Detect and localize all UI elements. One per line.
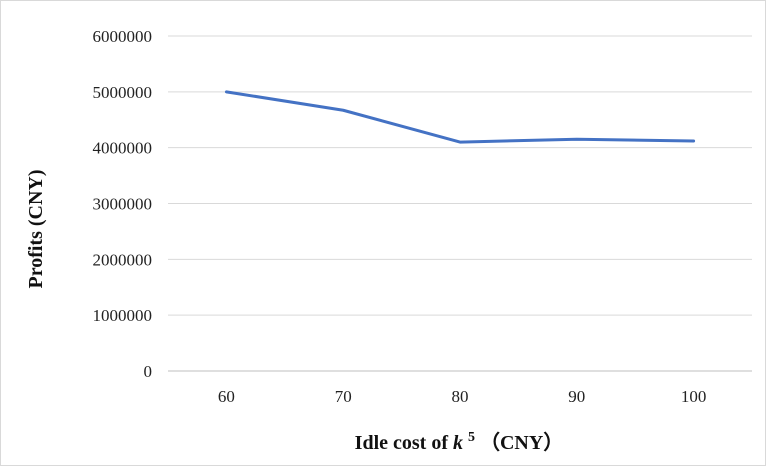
y-tick-label: 4000000 <box>93 139 153 158</box>
y-tick-label: 2000000 <box>93 250 153 269</box>
x-tick-label: 100 <box>681 387 707 406</box>
y-tick-labels: 0 1000000 2000000 3000000 4000000 5000000 6000… <box>93 27 153 381</box>
x-axis-title-variable: k <box>453 432 463 454</box>
x-axis-title: Idle cost of k 5 （CNY） <box>355 424 564 454</box>
x-tick-label: 60 <box>218 387 235 406</box>
y-tick-label: 3000000 <box>93 195 153 214</box>
x-tick-label: 70 <box>335 387 352 406</box>
x-tick-label: 80 <box>452 387 469 406</box>
y-axis-title: Profits (CNY) <box>25 169 47 288</box>
y-tick-label: 5000000 <box>93 83 153 102</box>
series-line-0 <box>224 90 696 144</box>
series-lines <box>224 90 696 144</box>
y-tick-label: 1000000 <box>93 306 153 325</box>
x-axis-title-suffix: （CNY） <box>480 431 563 454</box>
x-axis-title-superscript: 5 <box>468 430 475 445</box>
y-tick-label: 6000000 <box>93 27 153 46</box>
x-tick-label: 90 <box>568 387 585 406</box>
y-tick-label: 0 <box>144 362 153 381</box>
gridlines <box>168 35 752 372</box>
x-axis-title-prefix: Idle cost of <box>355 432 453 454</box>
x-tick-labels: 60 70 80 90 100 <box>218 387 706 406</box>
